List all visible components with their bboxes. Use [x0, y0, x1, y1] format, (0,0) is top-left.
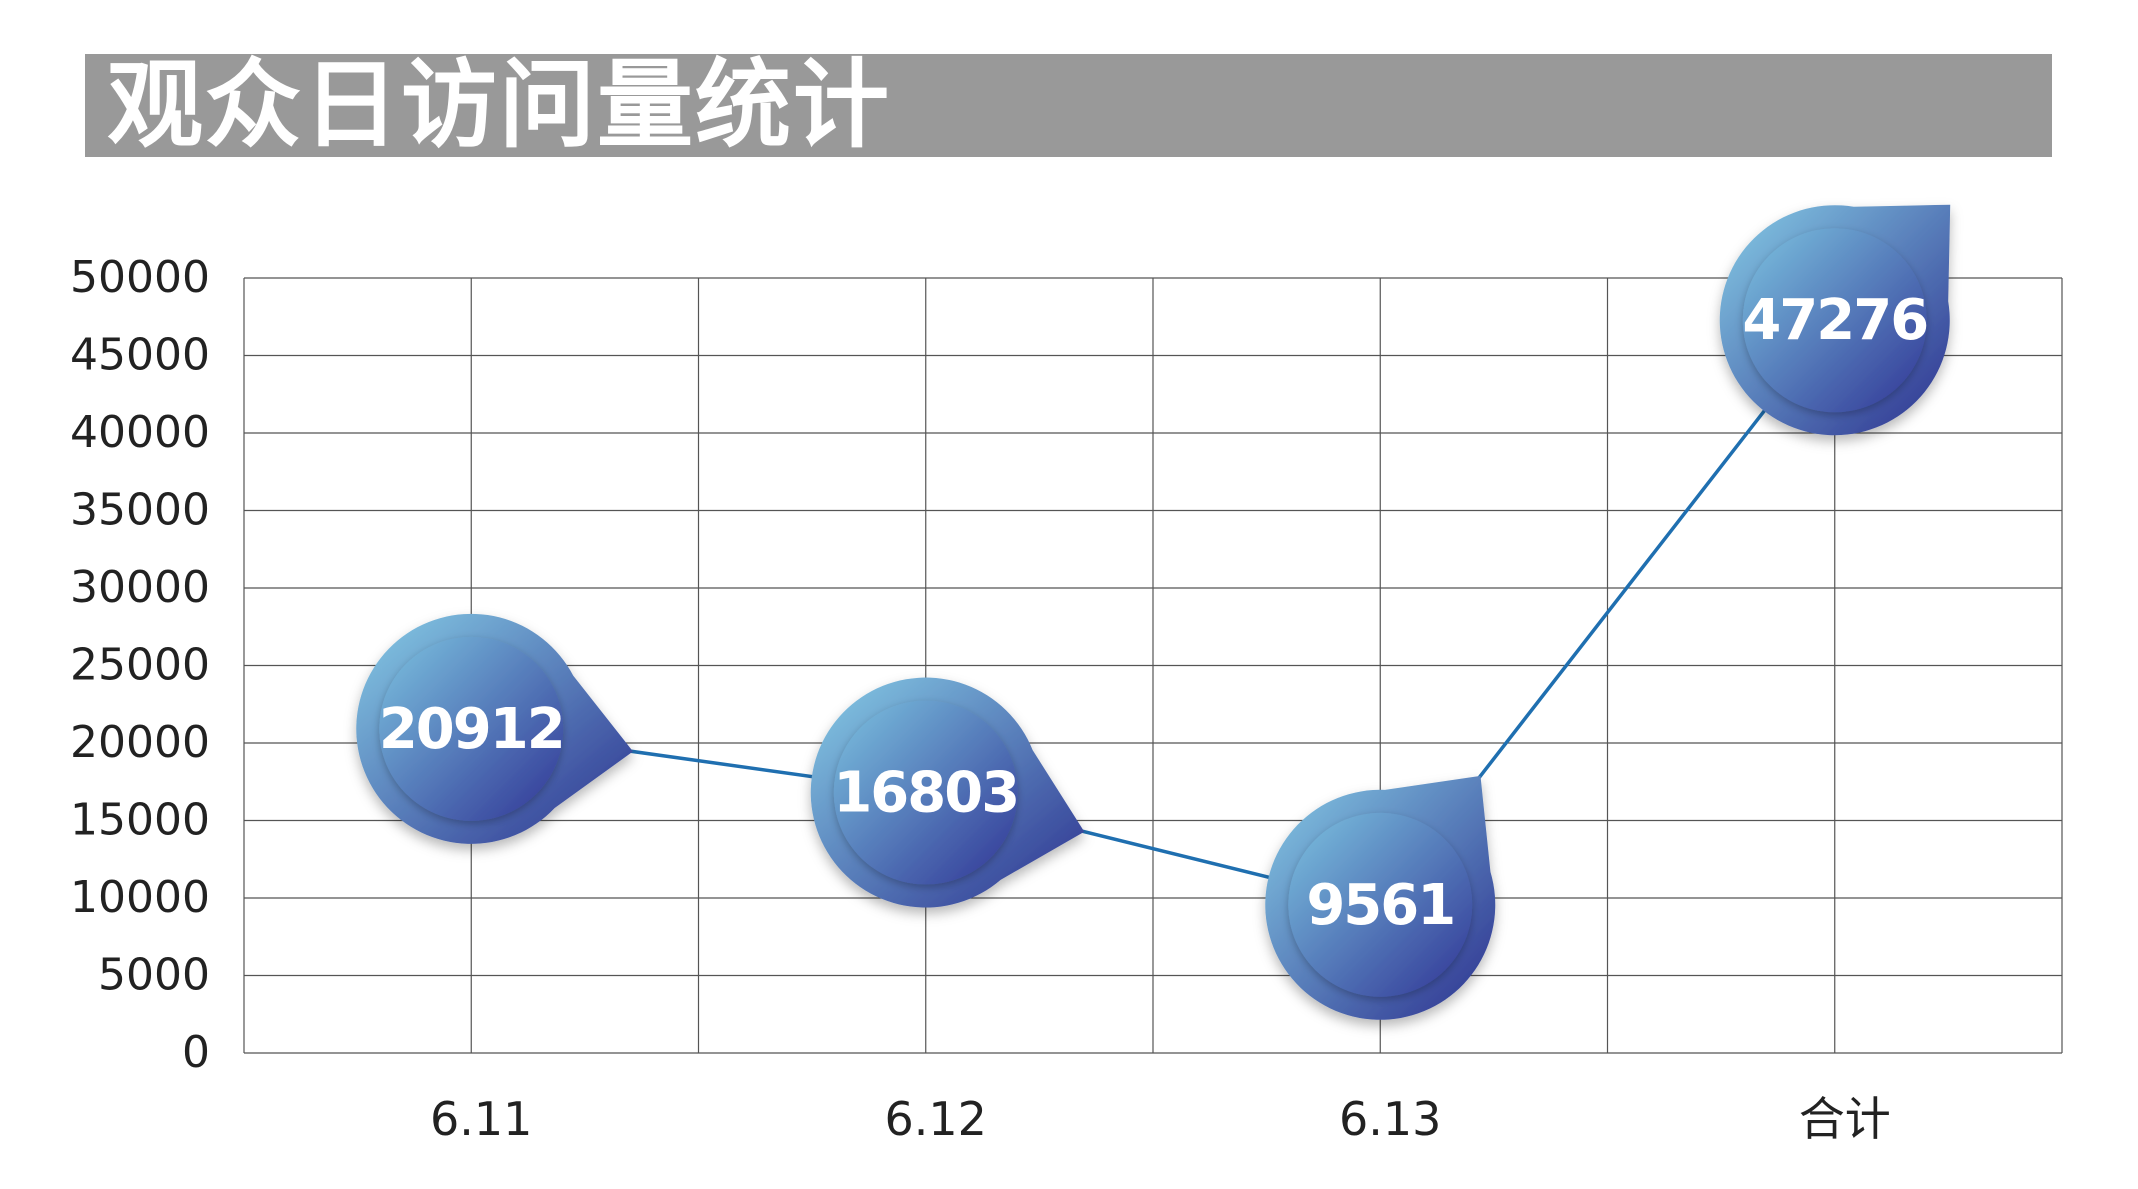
y-tick-label: 10000: [70, 872, 210, 923]
x-tick-label: 6.12: [885, 1092, 987, 1146]
marker-inner: [379, 636, 564, 821]
series-line: [471, 319, 1837, 907]
data-label: 47276: [1742, 288, 1927, 353]
y-tick-label: 45000: [70, 330, 210, 381]
x-tick-label: 6.13: [1339, 1092, 1441, 1146]
y-tick-label: 40000: [70, 407, 210, 458]
x-tick-label: 合计: [1799, 1092, 1891, 1146]
data-label: 16803: [833, 761, 1018, 826]
title-bar: 观众日访问量统计: [85, 54, 2052, 157]
x-tick-label: 6.11: [430, 1092, 532, 1146]
data-point-marker: [1719, 204, 1951, 436]
data-label: 9561: [1306, 873, 1454, 938]
page-title: 观众日访问量统计: [107, 49, 891, 161]
data-label: 20912: [379, 697, 564, 762]
marker-inner: [1288, 812, 1473, 997]
marker-inner: [833, 700, 1018, 885]
y-tick-label: 5000: [98, 950, 210, 1001]
data-point-marker: [356, 613, 633, 844]
y-tick-label: 0: [182, 1027, 210, 1078]
data-point-marker: [810, 677, 1085, 908]
y-tick-label: 50000: [70, 252, 210, 303]
data-point-marker: [1265, 775, 1496, 1020]
y-tick-label: 25000: [70, 640, 210, 691]
y-tick-label: 15000: [70, 795, 210, 846]
y-tick-label: 35000: [70, 485, 210, 536]
marker-inner: [1742, 228, 1927, 413]
y-tick-label: 20000: [70, 717, 210, 768]
y-tick-label: 30000: [70, 562, 210, 613]
